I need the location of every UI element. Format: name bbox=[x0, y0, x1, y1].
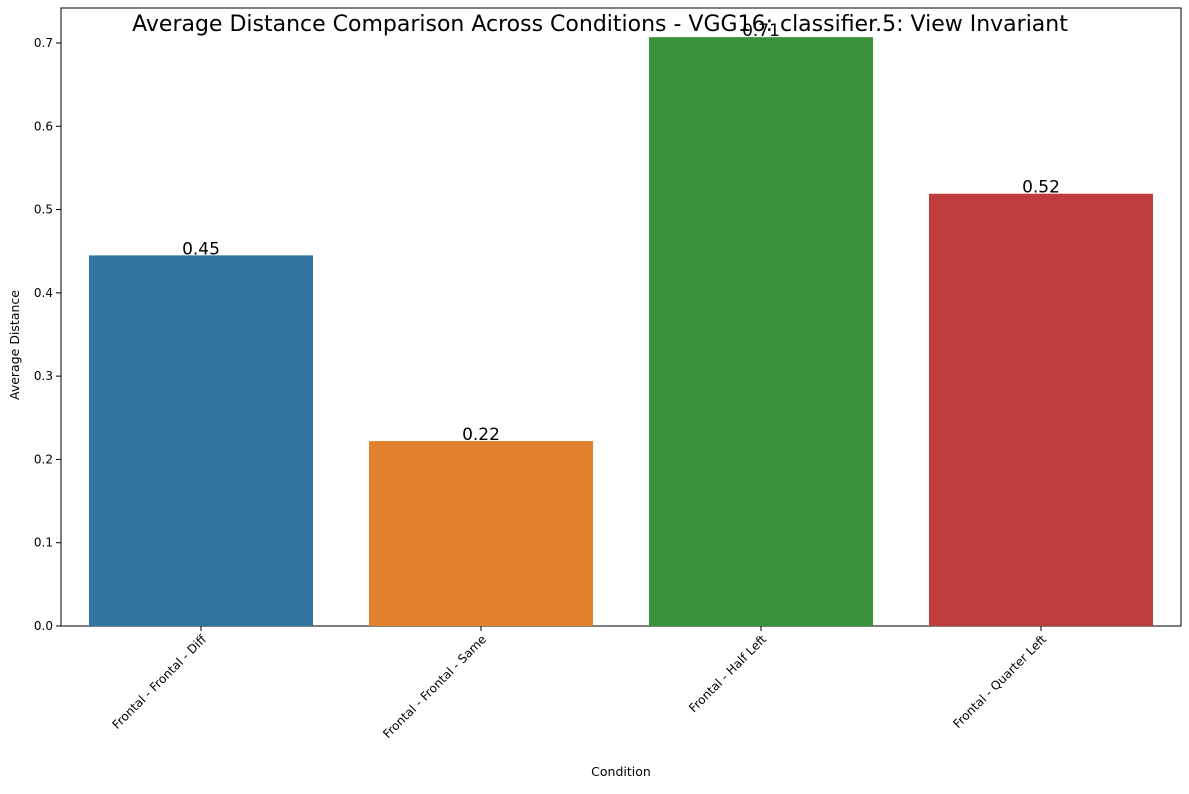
chart-title: Average Distance Comparison Across Condi… bbox=[132, 12, 1068, 37]
y-tick-label: 0.3 bbox=[34, 369, 53, 383]
bar bbox=[369, 441, 593, 626]
bar bbox=[649, 37, 873, 627]
y-tick-label: 0.4 bbox=[34, 286, 53, 300]
y-tick-label: 0.7 bbox=[34, 36, 53, 50]
x-axis-label: Condition bbox=[591, 764, 651, 779]
bar-value-label: 0.22 bbox=[462, 425, 500, 445]
x-axis: Frontal - Frontal - Diff Frontal - Fronta… bbox=[110, 626, 1049, 741]
y-tick-label: 0.0 bbox=[34, 619, 53, 633]
y-axis: 0.0 0.1 0.2 0.3 0.4 0.5 0.6 0.7 bbox=[34, 36, 61, 633]
bar bbox=[89, 255, 313, 626]
bar bbox=[929, 193, 1153, 626]
bar-value-label: 0.45 bbox=[182, 239, 220, 259]
y-tick-label: 0.6 bbox=[34, 119, 53, 133]
plot-frame bbox=[60, 7, 1182, 627]
x-tick-label: Frontal - Half Left bbox=[686, 632, 769, 715]
x-tick-label: Frontal - Frontal - Diff bbox=[110, 632, 210, 732]
y-axis-label: Average Distance bbox=[7, 290, 22, 400]
plot-area bbox=[60, 7, 1182, 627]
y-tick-label: 0.5 bbox=[34, 203, 53, 217]
y-tick-label: 0.1 bbox=[34, 536, 53, 550]
x-tick-label: Frontal - Quarter Left bbox=[950, 632, 1049, 731]
bar-value-label: 0.71 bbox=[742, 21, 780, 41]
bars-group bbox=[89, 37, 1153, 627]
value-labels-group: 0.45 0.22 0.71 0.52 bbox=[182, 21, 1060, 445]
x-tick-label: Frontal - Frontal - Same bbox=[380, 632, 489, 741]
bar-value-label: 0.52 bbox=[1022, 178, 1060, 198]
y-tick-label: 0.2 bbox=[34, 452, 53, 466]
